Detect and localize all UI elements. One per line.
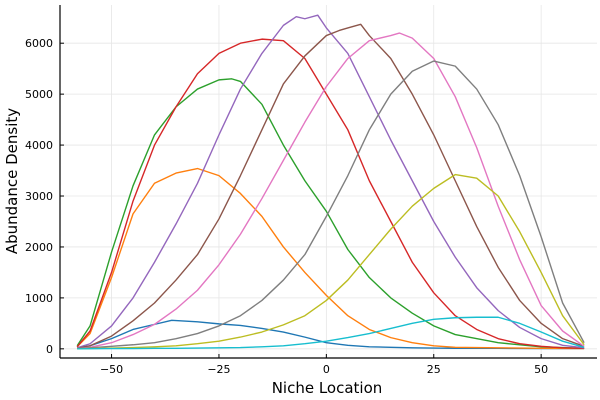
x-tick-label: 50 — [534, 363, 548, 376]
x-tick-label: −25 — [207, 363, 230, 376]
series-line-3 — [76, 78, 585, 350]
y-axis-title: Abundance Density — [3, 108, 21, 254]
series-line-10 — [77, 316, 585, 350]
x-axis-title: Niche Location — [272, 379, 383, 397]
x-tick-label: 25 — [427, 363, 441, 376]
series-line-9 — [77, 173, 585, 350]
series-line-4 — [76, 38, 585, 350]
y-tick-label: 1000 — [25, 292, 53, 305]
series-line-6 — [77, 23, 585, 350]
y-tick-label: 4000 — [25, 139, 53, 152]
series-group — [76, 14, 585, 350]
x-tick-label: 0 — [323, 363, 330, 376]
series-line-2 — [76, 167, 585, 350]
series-line-8 — [77, 60, 585, 350]
series-line-7 — [77, 32, 585, 350]
y-tick-label: 0 — [46, 343, 53, 356]
y-tick-label: 2000 — [25, 241, 53, 254]
y-tick-label: 3000 — [25, 190, 53, 203]
x-tick-label: −50 — [100, 363, 123, 376]
series-line-1 — [77, 319, 585, 350]
axes: −50 −25 0 25 50 0 1000 2000 3000 4000 5000 6000 — [25, 5, 597, 376]
series-line-5 — [76, 14, 585, 349]
y-tick-label: 5000 — [25, 88, 53, 101]
y-tick-label: 6000 — [25, 37, 53, 50]
